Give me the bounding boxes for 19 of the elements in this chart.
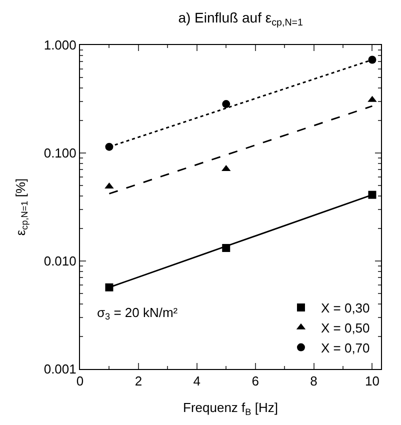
x-tick-label: 4: [193, 374, 201, 389]
point: [368, 56, 376, 64]
chart-title: a) Einfluß auf ε$_{cp,N=1}$: [178, 10, 303, 28]
annotation: σ$_{3}$ = 20 kN/m²: [97, 305, 178, 322]
x-tick-label: 0: [76, 374, 84, 389]
x-tick-label: 2: [134, 374, 142, 389]
y-tick-label: 0.100: [44, 146, 76, 161]
y-tick-label: 0.001: [44, 362, 76, 377]
x-tick-label: 10: [364, 374, 380, 389]
legend-label: X = 0,50: [320, 320, 370, 336]
point: [222, 100, 230, 108]
legend-label: X = 0,30: [320, 300, 370, 316]
x-axis-title: Frequenz f$_{B}$ [Hz]: [183, 400, 278, 417]
y-tick-label: 0.010: [44, 254, 76, 269]
x-tick-label: 6: [252, 374, 259, 389]
x-tick-label: 8: [310, 374, 318, 389]
y-tick-label: 1.000: [44, 38, 76, 53]
point: [105, 283, 114, 292]
legend-label: X = 0,70: [320, 340, 370, 356]
